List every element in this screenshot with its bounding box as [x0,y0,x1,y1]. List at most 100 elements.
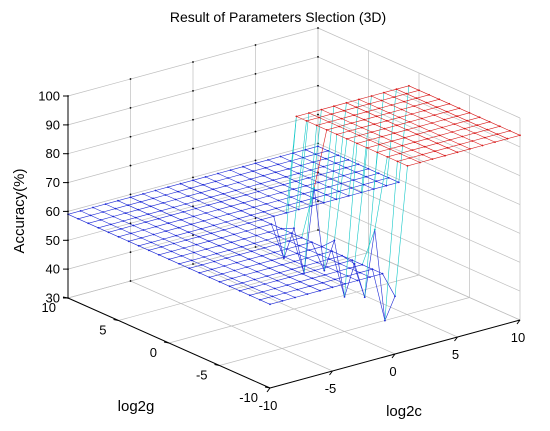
side-wall-grid-line [317,200,521,292]
surface-mesh-line [190,224,202,230]
surface-mesh-line [331,113,342,119]
surface-mesh-line [105,203,116,209]
surface-mesh-line [214,261,225,267]
surface-point [284,292,286,294]
y-tick-label: 0 [150,345,157,360]
surface-point [484,136,486,139]
surface-point [431,122,433,124]
surface-point [198,271,201,274]
surface-point [147,213,150,216]
surface-mesh-line [376,116,387,122]
surface-mesh-line [180,219,192,225]
surface-mesh-line [177,191,189,197]
surface-point [184,203,187,205]
surface-mesh-line [432,155,446,160]
surface-mesh-line [145,221,157,227]
surface-mesh-line [192,176,206,181]
surface-mesh-line [327,266,338,272]
surface-mesh-line [252,287,263,293]
surface-mesh-line [429,127,443,132]
surface-point [185,239,188,242]
surface-mesh-line [173,203,186,208]
surface-mesh-line [311,109,322,207]
surface-mesh-line [462,136,473,142]
surface-point [296,252,298,255]
surface-mesh-line [300,165,311,171]
surface-mesh-line [316,186,329,191]
surface-point [443,118,446,121]
surface-mesh-line [487,129,498,135]
surface-point [180,218,182,221]
surface-point [230,205,232,208]
surface-point [280,227,283,230]
surface-mesh-line [130,229,144,234]
surface-mesh-line [477,121,490,126]
surface-point [167,186,169,189]
surface-point [285,212,288,214]
surface-mesh-line [397,157,410,162]
surface-point [436,142,439,145]
surface-mesh-line [280,156,291,162]
surface-point [396,160,399,163]
surface-mesh-line [188,195,199,201]
surface-mesh-line [394,165,408,297]
surface-mesh-line [286,209,299,214]
surface-point [199,191,202,194]
surface-point [350,187,353,189]
surface-mesh-line [304,262,318,267]
x-tick-label: 10 [511,330,525,345]
surface-mesh-line [313,194,327,199]
surface-mesh-line [186,239,197,245]
surface-mesh-line [348,192,362,197]
surface-point [253,278,256,281]
surface-mesh-line [497,130,510,135]
surface-mesh-line [436,103,450,108]
surface-point [376,151,379,154]
surface-mesh-line [414,105,425,111]
surface-mesh-line [148,250,160,256]
surface-point [233,269,236,272]
surface-point [164,194,167,196]
surface-mesh-line [201,225,214,230]
surface-mesh-line [324,240,335,271]
surface-mesh-line [117,200,129,206]
surface-mesh-line [377,148,390,153]
surface-point [251,286,254,289]
surface-mesh-line [103,208,116,213]
surface-point [305,184,307,187]
surface-point [384,319,386,322]
surface-mesh-line [168,259,180,265]
x-tick [329,370,333,376]
surface-point [218,280,221,283]
surface-point [284,175,287,178]
surface-mesh-line [100,219,111,225]
surface-mesh-line [120,225,134,230]
surface-mesh-line [214,257,227,262]
surface-mesh-line [259,263,270,269]
surface-point [401,144,404,147]
surface-point [346,138,348,140]
surface-mesh-line [328,121,340,127]
surface-point [378,143,381,146]
surface-mesh-line [251,211,264,216]
surface-point [157,217,160,220]
surface-mesh-line [185,200,199,205]
surface-mesh-line [229,246,242,251]
surface-mesh-line [145,218,159,223]
surface-point [322,201,325,204]
surface-point [147,249,150,252]
surface-point [352,179,355,182]
surface-point [438,98,441,101]
surface-mesh-line [108,232,119,238]
surface-mesh-line [218,242,232,246]
surface-point [373,123,376,126]
surface-point [214,180,217,183]
grid-dot [317,113,319,116]
surface-point [235,261,238,264]
surface-point [117,235,120,238]
surface-mesh-line [299,281,311,287]
surface-point [456,115,458,118]
surface-mesh-line [268,231,280,237]
surface-mesh-line [260,183,272,189]
surface-mesh-line [221,270,235,275]
